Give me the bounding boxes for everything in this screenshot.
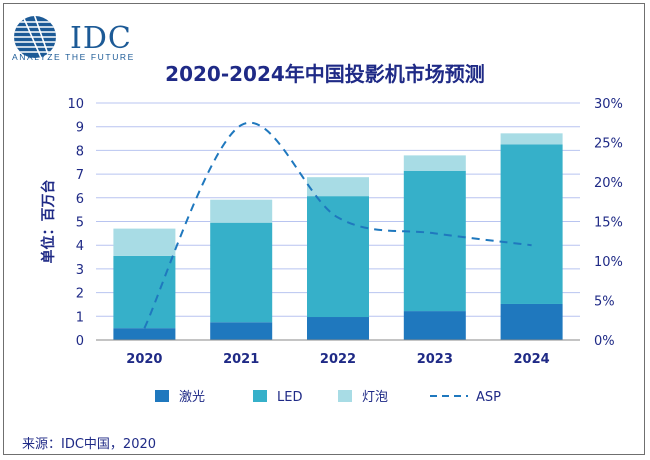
bar-bulb — [210, 199, 273, 223]
logo-text: IDC — [70, 21, 132, 56]
chart-title: 2020-2024年中国投影机市场预测 — [165, 62, 485, 86]
bar-laser — [307, 317, 369, 340]
x-tick-label: 2022 — [320, 352, 356, 367]
bar-led — [403, 170, 466, 312]
bar-bulb — [500, 133, 563, 145]
logo-tagline: ANALYZE THE FUTURE — [12, 52, 135, 62]
source-note: 来源：IDC中国，2020 — [22, 437, 157, 452]
bar-laser — [500, 303, 563, 340]
legend-asp-label: ASP — [476, 390, 501, 405]
legend-bulb-label: 灯泡 — [362, 390, 388, 405]
bar-bulb — [113, 228, 176, 256]
y-tick-label: 4 — [76, 239, 84, 254]
y2-tick-label: 25% — [594, 137, 623, 152]
y-axis-title: 单位：百万台 — [40, 180, 57, 264]
bar-led — [113, 255, 176, 329]
legend-led-label: LED — [277, 390, 302, 405]
y-tick-label: 0 — [76, 334, 84, 349]
x-tick-label: 2023 — [417, 352, 453, 367]
x-tick-label: 2021 — [223, 352, 259, 367]
legend-bulb-swatch — [338, 390, 352, 402]
projector-chart: 0 1 2 3 4 5 6 7 8 9 10 0% 5% 10% 15% 20% 25% 30% 单位：百万台 202… — [40, 97, 623, 405]
y-tick-label: 6 — [76, 192, 84, 207]
bar-laser — [403, 311, 466, 340]
y2-tick-label: 10% — [594, 255, 623, 270]
legend-laser-swatch — [155, 390, 169, 402]
y-tick-label: 9 — [76, 121, 84, 136]
bar-led — [307, 196, 369, 318]
x-tick-label: 2024 — [514, 352, 550, 367]
bar-led — [210, 222, 273, 323]
y-tick-label: 7 — [76, 168, 84, 183]
bar-laser — [210, 322, 273, 340]
legend-laser-label: 激光 — [179, 390, 205, 405]
idc-logo: IDC — [12, 14, 142, 62]
globe-icon — [14, 16, 56, 58]
y-tick-label: 5 — [76, 216, 84, 231]
y2-tick-label: 5% — [594, 295, 615, 310]
y-tick-label: 3 — [76, 263, 84, 278]
bar-bulb — [307, 177, 369, 197]
y2-tick-label: 15% — [594, 216, 623, 231]
asp-line — [143, 121, 532, 329]
bar-led — [500, 144, 563, 304]
bar-bulb — [403, 155, 466, 171]
y-tick-label: 10 — [67, 97, 84, 112]
y2-tick-label: 20% — [594, 176, 623, 191]
y2-tick-label: 0% — [594, 334, 615, 349]
y2-tick-label: 30% — [594, 97, 623, 112]
y-tick-label: 2 — [76, 287, 84, 302]
x-tick-label: 2020 — [126, 352, 162, 367]
legend-led-swatch — [253, 390, 267, 402]
y-tick-label: 8 — [76, 144, 84, 159]
y-tick-label: 1 — [76, 310, 84, 325]
bar-laser — [113, 328, 176, 340]
